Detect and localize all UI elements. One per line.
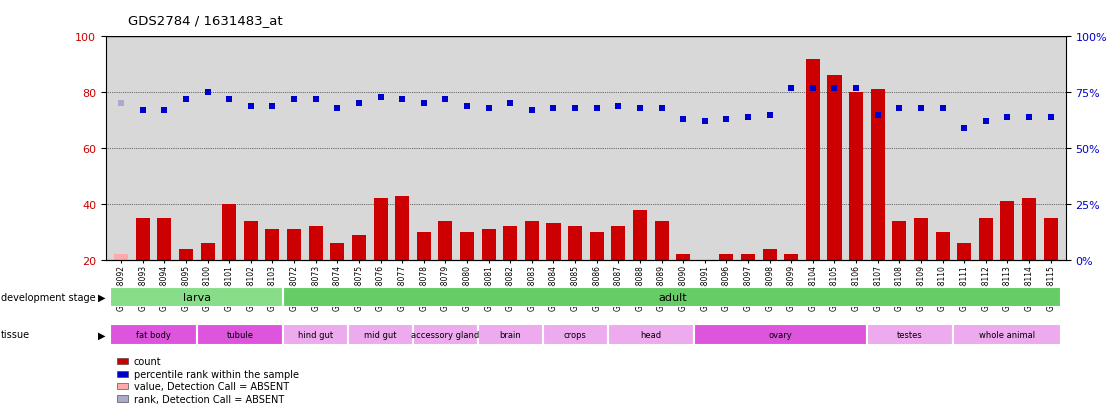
Bar (867, 324, 953, 345)
Bar (460, 232, 474, 260)
Bar (266, 230, 279, 260)
Bar (953, 324, 1061, 345)
Text: head: head (641, 330, 662, 339)
Bar (478, 324, 542, 345)
Bar (416, 232, 431, 260)
Bar (612, 227, 625, 260)
Text: testes: testes (897, 330, 923, 339)
Text: tubule: tubule (227, 330, 253, 339)
Bar (633, 210, 647, 260)
Bar (914, 218, 929, 260)
Bar (157, 218, 172, 260)
Bar (979, 218, 993, 260)
Bar (114, 254, 128, 260)
Text: ▶: ▶ (98, 330, 106, 339)
Text: accessory gland: accessory gland (412, 330, 480, 339)
Bar (243, 221, 258, 260)
Text: fat body: fat body (136, 330, 171, 339)
Text: mid gut: mid gut (364, 330, 397, 339)
Text: development stage: development stage (1, 292, 96, 302)
Bar (785, 254, 798, 260)
Bar (654, 221, 668, 260)
Bar (283, 287, 1061, 308)
Bar (348, 324, 413, 345)
Bar (568, 227, 583, 260)
Bar (439, 221, 452, 260)
Bar (196, 324, 283, 345)
Bar (395, 196, 410, 260)
Bar (893, 221, 906, 260)
Bar (870, 90, 885, 260)
Text: brain: brain (499, 330, 521, 339)
Text: hind gut: hind gut (298, 330, 334, 339)
Text: crops: crops (564, 330, 587, 339)
Text: adult: adult (658, 292, 686, 302)
Bar (287, 230, 301, 260)
Bar (309, 227, 323, 260)
Bar (525, 221, 539, 260)
Bar (958, 244, 971, 260)
Bar (283, 324, 348, 345)
Bar (352, 235, 366, 260)
Text: value, Detection Call = ABSENT: value, Detection Call = ABSENT (134, 381, 289, 391)
Bar (110, 324, 196, 345)
Bar (413, 324, 478, 345)
Bar (136, 218, 150, 260)
Bar (806, 59, 820, 260)
Bar (589, 232, 604, 260)
Bar (542, 324, 607, 345)
Bar (482, 230, 496, 260)
Text: rank, Detection Call = ABSENT: rank, Detection Call = ABSENT (134, 394, 285, 404)
Text: GDS2784 / 1631483_at: GDS2784 / 1631483_at (128, 14, 283, 27)
Bar (503, 227, 518, 260)
Bar (741, 254, 756, 260)
Text: ovary: ovary (769, 330, 792, 339)
Bar (607, 324, 694, 345)
Bar (720, 254, 733, 260)
Bar (547, 224, 560, 260)
Bar (849, 93, 863, 260)
Bar (201, 244, 214, 260)
Bar (1000, 202, 1014, 260)
Bar (110, 287, 283, 308)
Text: whole animal: whole animal (980, 330, 1036, 339)
Bar (827, 76, 841, 260)
Bar (1022, 199, 1036, 260)
Bar (935, 232, 950, 260)
Text: count: count (134, 356, 162, 366)
Bar (374, 199, 387, 260)
Text: ▶: ▶ (98, 292, 106, 302)
Bar (762, 249, 777, 260)
Bar (222, 204, 237, 260)
Bar (179, 249, 193, 260)
Bar (676, 254, 690, 260)
Bar (694, 324, 867, 345)
Text: percentile rank within the sample: percentile rank within the sample (134, 369, 299, 379)
Text: larva: larva (183, 292, 211, 302)
Bar (1043, 218, 1058, 260)
Bar (330, 244, 345, 260)
Text: tissue: tissue (1, 330, 30, 339)
